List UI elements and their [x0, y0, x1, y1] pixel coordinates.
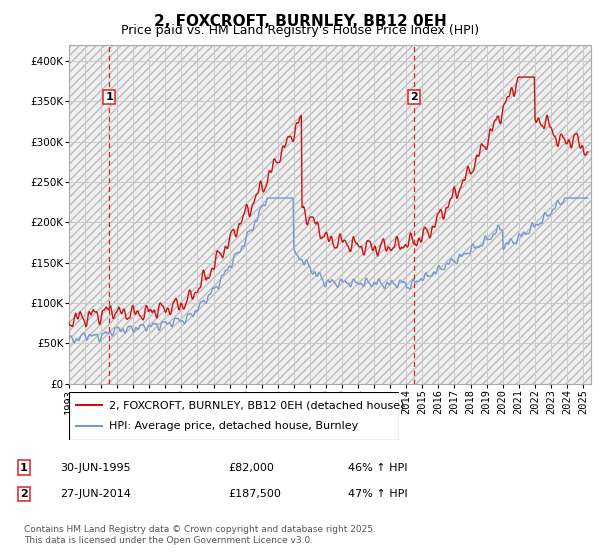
FancyBboxPatch shape	[69, 392, 399, 440]
Text: Contains HM Land Registry data © Crown copyright and database right 2025.: Contains HM Land Registry data © Crown c…	[24, 525, 376, 534]
Text: 27-JUN-2014: 27-JUN-2014	[60, 489, 131, 499]
Text: £82,000: £82,000	[228, 463, 274, 473]
Text: 2: 2	[20, 489, 28, 499]
Text: £187,500: £187,500	[228, 489, 281, 499]
Text: 1: 1	[20, 463, 28, 473]
Text: 30-JUN-1995: 30-JUN-1995	[60, 463, 131, 473]
Bar	[69, 45, 591, 384]
Text: 2: 2	[410, 92, 418, 102]
Text: 2, FOXCROFT, BURNLEY, BB12 0EH (detached house): 2, FOXCROFT, BURNLEY, BB12 0EH (detached…	[109, 400, 404, 410]
Text: This data is licensed under the Open Government Licence v3.0.: This data is licensed under the Open Gov…	[24, 536, 313, 545]
Text: 47% ↑ HPI: 47% ↑ HPI	[348, 489, 407, 499]
Text: 46% ↑ HPI: 46% ↑ HPI	[348, 463, 407, 473]
Text: HPI: Average price, detached house, Burnley: HPI: Average price, detached house, Burn…	[109, 421, 358, 431]
Text: 1: 1	[105, 92, 113, 102]
Text: Price paid vs. HM Land Registry's House Price Index (HPI): Price paid vs. HM Land Registry's House …	[121, 24, 479, 37]
Text: 2, FOXCROFT, BURNLEY, BB12 0EH: 2, FOXCROFT, BURNLEY, BB12 0EH	[154, 14, 446, 29]
